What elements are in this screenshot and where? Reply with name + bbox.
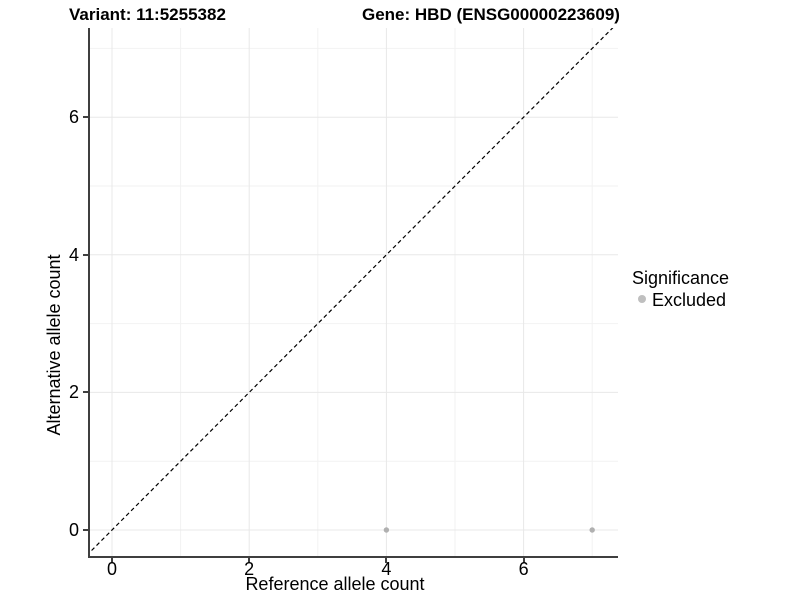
y-tick-label: 6: [68, 107, 79, 128]
legend-point-icon: [638, 295, 646, 303]
x-tick-label: 6: [518, 559, 529, 579]
y-axis-title: Alternative allele count: [44, 254, 64, 436]
x-tick-mark: [522, 558, 525, 563]
y-tick-mark: [83, 116, 88, 119]
plot-canvas: [90, 28, 618, 556]
x-tick-mark: [111, 558, 113, 563]
y-tick-mark: [83, 391, 88, 394]
y-tick-label: 2: [68, 382, 79, 403]
plot-panel: [88, 28, 618, 558]
y-tick-mark: [83, 253, 88, 256]
x-tick-mark: [385, 558, 388, 563]
x-axis-title: Reference allele count: [245, 574, 425, 594]
x-tick-mark: [248, 558, 251, 563]
x-tick-label: 4: [381, 559, 392, 579]
legend-title: Significance: [632, 268, 730, 288]
identity-reference-line: [90, 28, 614, 553]
plot-title-variant: Variant: 11:5255382: [69, 5, 226, 24]
x-tick-label: 2: [244, 559, 255, 579]
y-tick-label: 0: [68, 520, 79, 540]
y-tick-mark: [83, 529, 88, 531]
x-tick-label: 0: [106, 559, 117, 579]
data-point: [383, 527, 390, 533]
y-tick-label: 4: [68, 244, 79, 265]
plot-title-gene: Gene: HBD (ENSG00000223609): [362, 5, 620, 24]
legend-item-label: Excluded: [652, 290, 727, 310]
data-point: [589, 527, 595, 533]
